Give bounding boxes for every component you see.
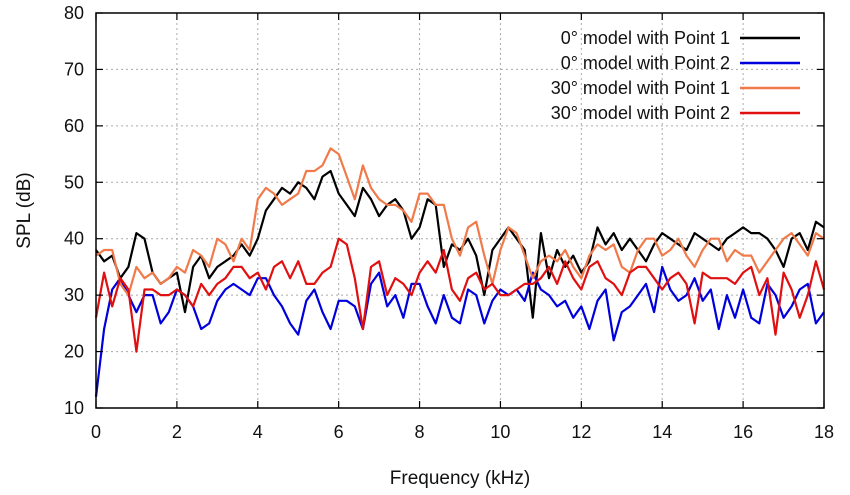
x-tick-label: 12 [571,422,591,442]
legend-label: 0° model with Point 2 [561,53,730,73]
x-tick-label: 10 [490,422,510,442]
y-tick-label: 50 [64,172,84,192]
grid-lines [96,13,824,408]
x-tick-label: 16 [733,422,753,442]
series-lines [94,147,826,397]
x-tick-label: 2 [172,422,182,442]
x-tick-label: 14 [652,422,672,442]
legend-label: 0° model with Point 1 [561,28,730,48]
legend-item-3: 30° model with Point 1 [551,78,800,98]
legend-item-1: 0° model with Point 1 [561,28,800,48]
y-tick-label: 30 [64,285,84,305]
y-tick-label: 40 [64,229,84,249]
y-axis-title: SPL (dB) [14,172,35,248]
y-tick-label: 20 [64,342,84,362]
series-line-4 [94,237,826,353]
axis-ticks: 0 2 4 6 8 10 12 14 16 18 10 20 30 40 50 60 70 80 [64,3,834,442]
legend-item-4: 30° model with Point 2 [551,103,800,123]
series-line-2 [94,265,825,397]
x-tick-label: 6 [334,422,344,442]
series-line-1 [95,169,825,319]
legend: 0° model with Point 1 0° model with Point… [551,28,800,123]
series-line-3 [95,147,825,297]
x-tick-label: 8 [415,422,425,442]
y-tick-label: 10 [64,398,84,418]
legend-item-2: 0° model with Point 2 [561,53,800,73]
y-tick-label: 60 [64,116,84,136]
legend-label: 30° model with Point 2 [551,103,730,123]
y-tick-label: 70 [64,59,84,79]
plot-area-frame [95,12,825,409]
y-tick-label: 80 [64,3,84,23]
x-tick-label: 4 [253,422,263,442]
x-axis-title: Frequency (kHz) [390,468,530,489]
x-tick-label: 0 [91,422,101,442]
legend-label: 30° model with Point 1 [551,78,730,98]
x-tick-label: 18 [814,422,834,442]
